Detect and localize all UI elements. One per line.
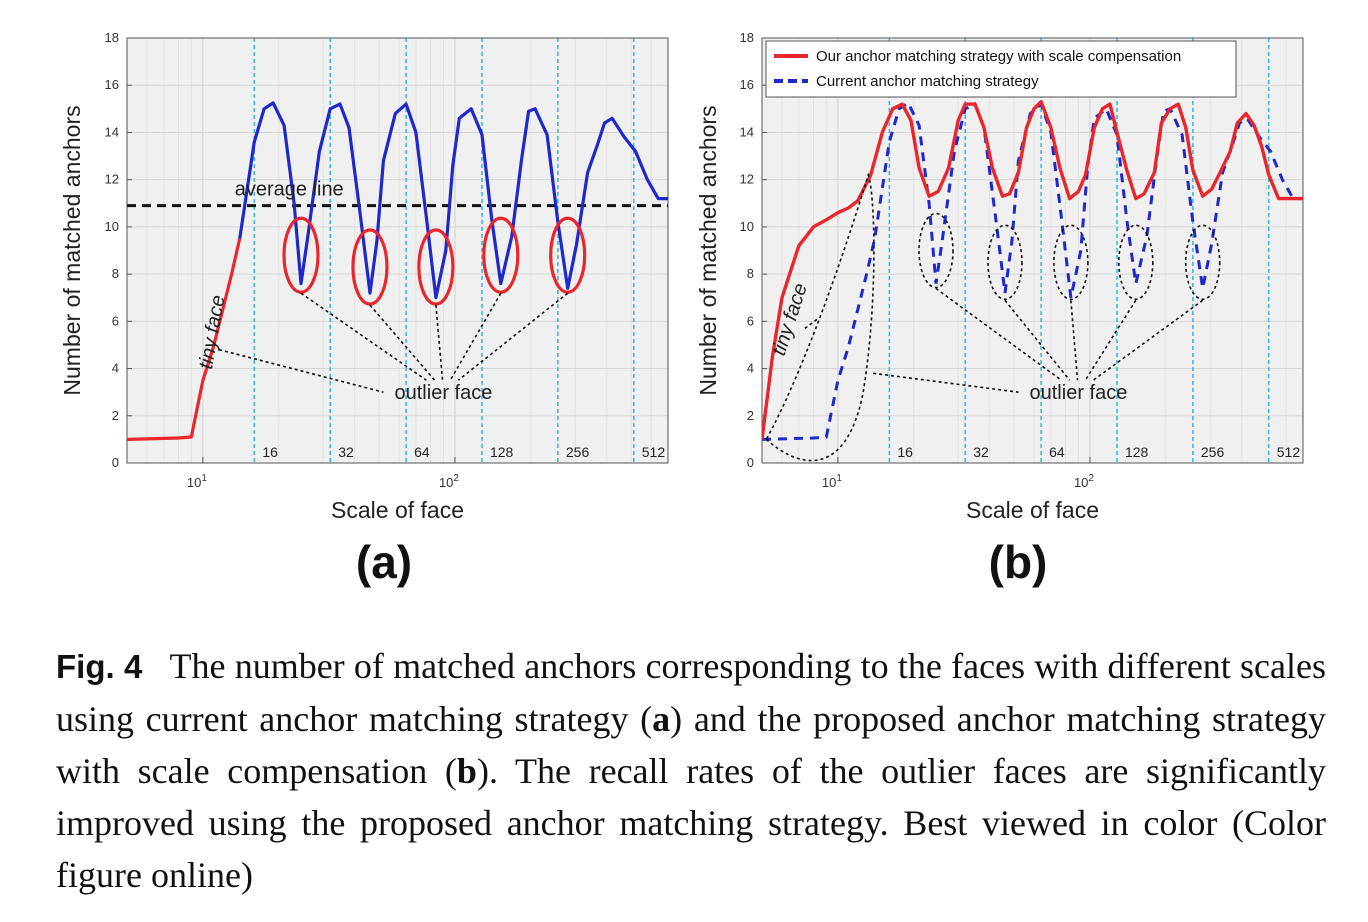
x-tick-label: 102	[1074, 473, 1094, 490]
x-tick-label: 101	[187, 473, 207, 490]
scale-label-32: 32	[973, 444, 989, 460]
legend-ours-label: Our anchor matching strategy with scale …	[816, 48, 1181, 65]
y-tick-label: 8	[747, 266, 754, 281]
outlier-circle	[1118, 224, 1154, 301]
outlier-circle	[918, 212, 954, 289]
figure-caption: Fig. 4 The number of matched anchors cor…	[56, 640, 1326, 901]
series-group	[127, 101, 668, 441]
y-tick-label: 14	[740, 124, 754, 139]
plot-area	[127, 38, 668, 463]
y-tick-label: 8	[112, 266, 119, 281]
y-axis-label: Number of matched anchors	[59, 105, 85, 395]
series-normal-line	[238, 101, 668, 300]
y-tick-label: 4	[747, 361, 754, 376]
outlier-arrow	[1004, 299, 1071, 381]
y-axis-label: Number of matched anchors	[695, 105, 721, 395]
caption-text-2: ) and the proposed anchor matching strat…	[56, 699, 1326, 791]
y-tick-label: 2	[747, 408, 754, 423]
scale-label-256: 256	[566, 444, 590, 460]
scale-label-128: 128	[1125, 444, 1149, 460]
axes-frame	[126, 37, 669, 464]
outlier-arrow	[1084, 299, 1137, 381]
figure: 16 32 64 128 256 512 0 2 4 6 8 10 12 14 16 18 101 102 Scal…	[59, 30, 1304, 588]
legend: Our anchor matching strategy with scale …	[765, 40, 1237, 98]
outlier-arrow	[1070, 300, 1079, 381]
scale-label-128: 128	[490, 444, 514, 460]
outlier-arrow	[449, 292, 502, 381]
x-axis-label: Scale of face	[331, 497, 464, 523]
scale-label-512: 512	[1277, 444, 1301, 460]
caption-label: Fig. 4	[56, 648, 143, 685]
caption-bold-b: b	[456, 751, 477, 791]
y-tick-label: 10	[105, 219, 119, 234]
y-tick-label: 12	[740, 172, 754, 187]
outlier-arrow	[300, 292, 427, 381]
caption-text-3: ). The recall rates of the outlier faces…	[56, 751, 1326, 895]
x-tick-label: 101	[822, 473, 842, 490]
caption-bold-a: a	[652, 699, 671, 739]
scale-label-64: 64	[414, 444, 430, 460]
legend-box	[765, 40, 1237, 98]
y-tick-label: 2	[112, 408, 119, 423]
series-tiny-line	[127, 238, 242, 441]
x-axis-label: Scale of face	[966, 497, 1099, 523]
y-tick-label: 0	[747, 455, 754, 470]
outlier-arrow	[457, 292, 569, 381]
outlier-circle	[1184, 224, 1221, 301]
y-tick-label: 18	[740, 30, 754, 45]
y-tick-label: 6	[112, 313, 119, 328]
outlier-circle	[351, 228, 389, 306]
panel-a-chart: 16 32 64 128 256 512 0 2 4 6 8 10 12 14 16 18 101 102 Scal…	[59, 30, 669, 523]
tiny-face-arrow	[873, 372, 1019, 393]
grid	[127, 38, 668, 463]
panel-b-chart: 16 32 64 128 256 512 0 2 4 6 8 10 12 14 16 18 101 102 Scal…	[695, 30, 1304, 523]
outlier-face-label: outlier face	[395, 382, 493, 404]
outlier-circle	[482, 216, 520, 294]
outlier-circle	[1053, 224, 1089, 301]
x-tick-label: 102	[439, 473, 459, 490]
y-tick-label: 12	[105, 172, 119, 187]
y-tick-label: 14	[105, 124, 119, 139]
scale-label-16: 16	[897, 444, 913, 460]
legend-current-label: Current anchor matching strategy	[816, 73, 1039, 90]
y-tick-label: 0	[112, 455, 119, 470]
y-tick-label: 16	[740, 77, 754, 92]
scale-label-32: 32	[338, 444, 354, 460]
outlier-face-label: outlier face	[1030, 382, 1128, 404]
outlier-arrow	[935, 287, 1062, 381]
tiny-face-arrow	[218, 348, 384, 393]
average-line-label: average line	[235, 179, 344, 201]
y-tick-label: 4	[112, 361, 119, 376]
outlier-arrow	[369, 304, 436, 381]
scale-label-512: 512	[642, 444, 666, 460]
outlier-circle	[282, 216, 320, 294]
outlier-circle	[987, 224, 1023, 301]
y-tick-label: 10	[740, 219, 754, 234]
y-tick-label: 18	[105, 30, 119, 45]
y-tick-label: 6	[747, 313, 754, 328]
axes-frame	[761, 37, 1304, 464]
scale-label-256: 256	[1201, 444, 1225, 460]
series-group	[762, 99, 1303, 441]
outlier-circle	[549, 216, 587, 294]
outlier-arrow	[1092, 299, 1204, 381]
tiny-face-pointer	[804, 318, 818, 330]
outlier-arrow	[435, 304, 444, 381]
grid	[762, 38, 1303, 463]
series-ours-line	[762, 99, 1303, 440]
panel-b-label: (b)	[989, 536, 1048, 588]
caption-text-1: The number of matched anchors correspond…	[56, 646, 1326, 739]
outlier-circle	[417, 228, 455, 306]
panel-a-label: (a)	[356, 536, 412, 588]
scale-label-16: 16	[262, 444, 278, 460]
scale-label-64: 64	[1049, 444, 1065, 460]
y-tick-label: 16	[105, 77, 119, 92]
